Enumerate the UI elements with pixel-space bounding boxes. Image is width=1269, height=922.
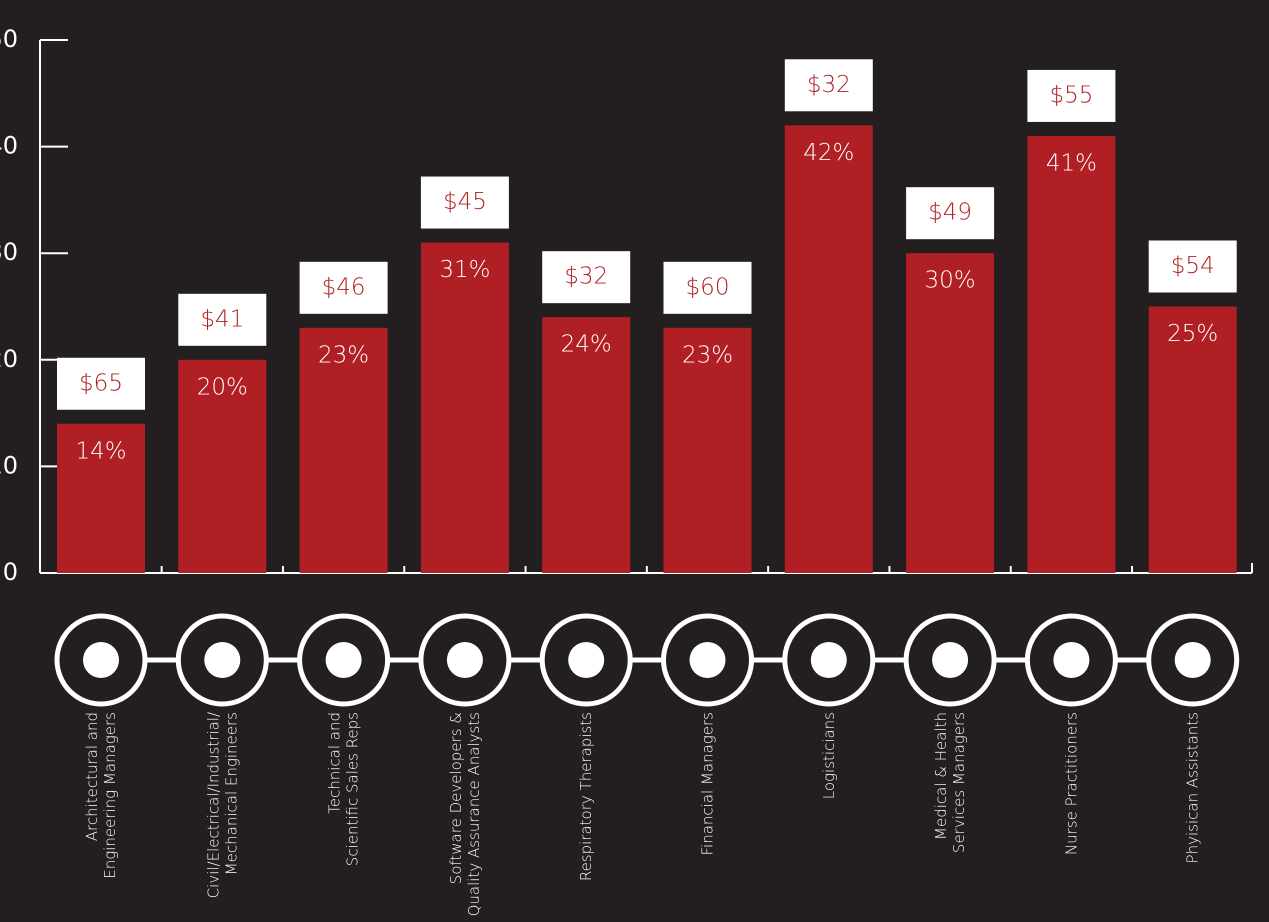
bar [906,253,995,573]
annotation-box [542,251,631,304]
annotation: $32 [807,72,851,98]
annotation-box [663,261,752,314]
x-tick-label: Logisticians [819,712,837,799]
x-tick-label: Software Developers &Quality Assurance A… [446,712,482,916]
bar [1027,135,1116,573]
annotation: $32 [564,264,608,290]
annotation-box [1148,240,1237,293]
icon-glyph [446,642,483,678]
bar [542,317,631,573]
icon-glyph [325,642,362,678]
x-tick-label: Civil/Electrical/Industrial/Mechanical E… [204,712,240,898]
value-label: 23% [682,342,733,368]
x-tick-label: Financial Managers [698,712,716,856]
x-tick-label-line: Architectural and [83,712,101,841]
value-label: 42% [803,140,854,166]
annotation-box [178,293,267,346]
bar [178,359,267,573]
annotation: $55 [1049,82,1093,108]
annotation: $54 [1171,253,1215,279]
icon-glyph [1174,642,1211,678]
icon-glyph [568,642,605,678]
icon-glyph [204,642,241,678]
x-tick-label-line: Quality Assurance Analysts [464,712,482,916]
annotation: $45 [443,189,487,215]
value-label: 31% [439,257,490,283]
annotation: $65 [79,370,123,396]
x-tick-label: Nurse Practitioners [1062,712,1080,855]
annotation: $49 [928,200,972,226]
annotation-box [57,357,145,410]
value-label: 25% [1167,321,1218,347]
annotation-box [906,187,995,240]
x-tick-label-line: Services Managers [950,712,968,853]
bar [57,423,145,573]
annotation-box [299,261,388,314]
annotation-box [784,59,873,112]
x-tick-label-line: Nurse Practitioners [1062,712,1080,855]
icon-glyph [1053,642,1090,678]
y-tick-label: 50 [0,25,18,53]
y-tick-label: 20 [0,345,18,373]
bar [1148,306,1237,573]
value-label: 14% [75,438,126,464]
bar [420,242,509,574]
x-tick-label-line: Medical & Health [932,712,950,840]
x-tick-label-line: Phyisican Assistants [1183,712,1201,863]
bar [784,125,873,573]
x-tick-label-line: Respiratory Therapists [577,712,595,881]
value-label: 24% [561,332,612,358]
x-tick-label: Phyisican Assistants [1183,712,1201,863]
annotation: $46 [322,274,366,300]
x-tick-label: Technical andScientific Sales Reps [325,712,361,866]
x-tick-label-line: Civil/Electrical/Industrial/ [204,712,222,898]
x-tick-label-line: Software Developers & [446,712,464,884]
y-tick-label: 40 [0,132,18,160]
x-tick-label-line: Financial Managers [698,712,716,856]
icon-glyph [932,642,969,678]
annotation-box [1027,69,1116,122]
x-tick-label: Architectural andEngineering Managers [83,712,119,879]
annotation-box [420,176,509,229]
bar [663,327,752,573]
y-tick-label: 0 [3,558,18,586]
x-tick-label-line: Logisticians [819,712,837,799]
x-tick-label-line: Mechanical Engineers [222,712,240,875]
value-label: 41% [1046,150,1097,176]
y-tick-label: 10 [0,451,18,479]
x-tick-label: Medical & HealthServices Managers [932,712,968,853]
annotation: $60 [686,274,730,300]
x-tick-label-line: Scientific Sales Reps [343,712,361,866]
annotation: $41 [200,306,244,332]
bar [299,327,388,573]
value-label: 20% [197,374,248,400]
icon-glyph [810,642,847,678]
value-label: 30% [925,268,976,294]
icon-glyph [83,642,119,678]
x-tick-label-line: Technical and [325,712,343,814]
icon-glyph [689,642,726,678]
x-tick-label-line: Engineering Managers [101,712,119,879]
value-label: 23% [318,342,369,368]
x-tick-label: Respiratory Therapists [577,712,595,881]
y-tick-label: 30 [0,238,18,266]
